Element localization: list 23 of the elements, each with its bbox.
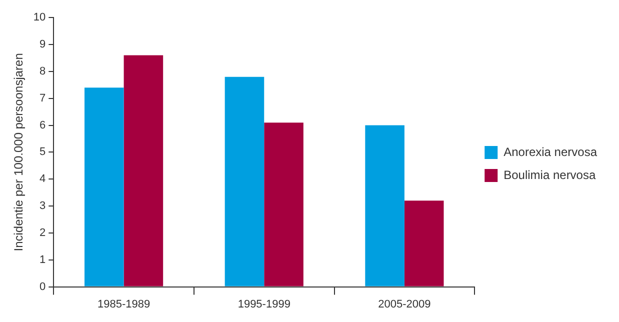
y-tick-label: 9 — [40, 38, 46, 51]
bar — [264, 122, 304, 286]
y-tick-label: 7 — [40, 92, 46, 104]
y-tick-label: 8 — [40, 65, 46, 78]
legend-label: Anorexia nervosa — [504, 144, 598, 159]
y-tick-label: 6 — [40, 119, 46, 132]
bar — [84, 88, 124, 286]
y-tick-label: 2 — [40, 226, 46, 239]
bar — [365, 125, 404, 286]
legend-label: Boulimia nervosa — [504, 168, 596, 182]
y-tick-label: 5 — [40, 146, 46, 158]
x-tick-label: 1985-1989 — [97, 298, 150, 310]
x-tick-label: 2005-2009 — [378, 298, 431, 310]
bar — [404, 200, 444, 286]
x-tick-label: 1995-1999 — [238, 298, 290, 310]
y-tick-label: 10 — [33, 12, 46, 24]
bar — [224, 76, 264, 286]
y-tick-label: 3 — [40, 200, 46, 212]
y-tick-label: 0 — [40, 280, 46, 293]
bar — [124, 55, 164, 286]
y-tick-label: 1 — [40, 254, 46, 266]
y-tick-label: 4 — [40, 173, 46, 186]
y-axis-title: Incidentie per 100.000 persoonsjaren — [12, 53, 26, 252]
